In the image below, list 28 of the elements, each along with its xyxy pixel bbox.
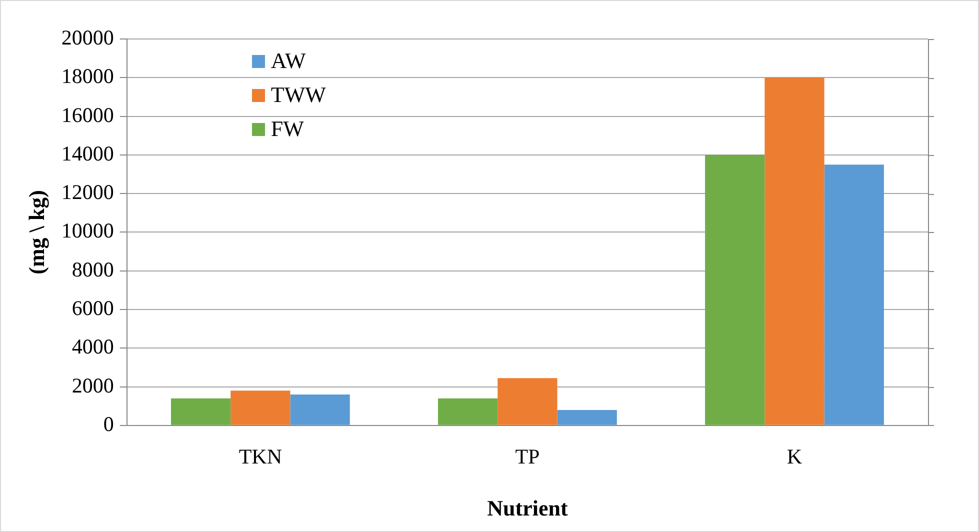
y-axis-title: (mg \ kg) [24,190,49,274]
bar [290,394,350,425]
x-tick-label: K [786,444,802,469]
bar [438,398,498,425]
legend-label: FW [270,116,304,142]
bar [764,78,824,425]
bar [498,378,558,425]
y-tick-label: 4000 [72,334,114,359]
legend-label: TWW [270,82,326,108]
x-axis-title: Nutrient [487,495,568,520]
y-tick-label: 14000 [61,141,114,166]
bar [824,164,884,425]
bar [705,154,765,425]
bar [557,410,617,425]
y-tick-label: 6000 [72,296,114,320]
y-tick-label: 20000 [61,26,114,50]
legend-label: AW [270,48,306,74]
x-tick-label: TP [515,444,540,469]
y-tick-label: 12000 [61,180,114,204]
y-tick-label: 10000 [61,218,114,243]
y-tick-label: 8000 [72,257,114,282]
x-tick-label: TKN [238,444,282,469]
bar [170,398,231,425]
y-tick-label: 2000 [72,373,114,398]
y-tick-label: 0 [103,412,114,436]
y-tick-label: 18000 [61,64,114,88]
y-tick-label: 16000 [61,102,114,127]
bar [230,390,290,425]
